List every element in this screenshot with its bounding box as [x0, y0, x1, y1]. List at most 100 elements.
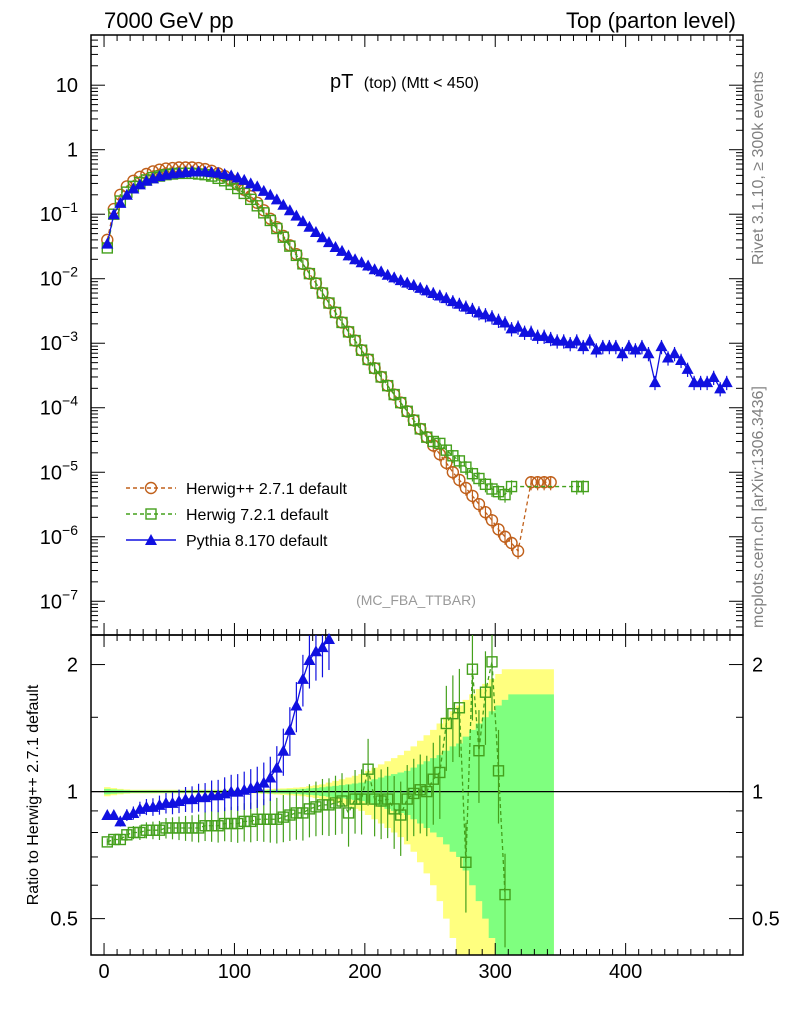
main-pythia-point [238, 173, 251, 185]
x-tick-label: 0 [98, 961, 109, 983]
legend-marker [145, 508, 157, 520]
main-herwig-point [511, 544, 525, 558]
legend-label: Herwig++ 2.7.1 default [186, 481, 348, 498]
main-herwig-point [505, 536, 518, 550]
plot-title: pT (top) (Mtt < 450) [330, 71, 479, 93]
ratio-herwig-point [375, 795, 387, 807]
main-herwig-point [414, 423, 426, 435]
ratio-y-tick-label-right: 2 [752, 655, 763, 677]
ratio-herwig-point [212, 820, 224, 832]
ratio-y-tick-label: 0.5 [50, 909, 78, 931]
legend-marker [144, 481, 158, 495]
main-pythia-point [349, 253, 362, 265]
main-herwig-point [460, 461, 472, 473]
x-tick-label: 400 [609, 961, 642, 983]
ratio-herwig-point [421, 785, 433, 798]
ratio-herwig-point [271, 813, 283, 825]
main-herwig-point [342, 326, 355, 338]
ratio-y-tick-label-right: 0.5 [752, 909, 780, 931]
main-pythia-point [257, 184, 270, 196]
main-herwig-point [571, 480, 583, 493]
main-herwig-point [349, 334, 361, 347]
ratio-herwig-point [408, 787, 420, 800]
ratio-herwig-point [245, 815, 257, 828]
main-pythia-point [101, 237, 114, 249]
main-herwig-point [381, 379, 394, 392]
main-pythia-point [381, 268, 394, 280]
ratio-herwig-point [153, 824, 166, 836]
ratio-herwig-point [368, 793, 381, 805]
legend: Herwig++ 2.7.1 default Herwig 7.2.1 defau… [126, 481, 348, 550]
main-herwig-point [336, 316, 348, 329]
main-herwig-point [427, 435, 439, 448]
x-tick-label: 100 [218, 961, 251, 983]
main-pythia-point [453, 297, 466, 309]
main-pythia-point [629, 343, 642, 355]
main-herwig-point [453, 455, 466, 467]
main-herwig-point [473, 472, 485, 485]
ratio-herwig-point [323, 799, 335, 811]
ratio-pythia-point [277, 744, 290, 756]
main-pythia-point [459, 300, 472, 312]
ratio-herwig-point [499, 888, 511, 901]
ratio-herwig-point [440, 717, 453, 730]
main-pythia-point [244, 177, 257, 189]
main-pythia-point [225, 169, 238, 181]
main-herwig-point [466, 489, 479, 503]
main-herwig-point [453, 473, 466, 487]
ratio-pythia-point [127, 806, 140, 818]
main-herwig-point [401, 405, 413, 418]
y-tick-label: 1 [67, 140, 78, 162]
main-pythia-point [277, 198, 290, 210]
main-herwig-point [492, 523, 505, 536]
ratio-herwig-point [414, 784, 426, 796]
main-herwig-point [479, 506, 492, 519]
ratio-herwig-point [453, 702, 466, 714]
rivet-label: Rivet 3.1.10, ≥ 300k events [750, 71, 767, 265]
main-pythia-point [668, 347, 681, 359]
ratio-herwig-point [388, 803, 400, 815]
main-pythia-point [707, 370, 720, 382]
ratio-herwig-point [258, 813, 270, 825]
main-pythia-point [577, 340, 590, 352]
main-herwig-point [472, 497, 486, 511]
y-tick-label: 10−3 [40, 328, 78, 355]
ratio-herwig-point [466, 663, 479, 675]
ratio-herwig-point [147, 824, 159, 836]
y-tick-label: 10−2 [40, 264, 78, 291]
main-pythia-point [440, 292, 453, 304]
main-herwig-point [524, 476, 538, 489]
ratio-herwig-point [277, 811, 290, 823]
ratio-herwig-point [329, 797, 342, 809]
main-pythia-point [342, 249, 355, 261]
main-herwig-point [297, 258, 309, 270]
ratio-herwig-point [186, 822, 198, 834]
main-herwig-point [531, 476, 544, 489]
ratio-herwig-point [460, 856, 472, 868]
main-pythia-point [231, 171, 244, 183]
uncertainty-band-yellow [104, 669, 554, 955]
ratio-herwig-point [316, 799, 329, 811]
ratio-herwig-point [362, 763, 374, 775]
y-tick-label: 10 [56, 75, 78, 97]
main-herwig-point [258, 207, 270, 219]
main-pythia-point [375, 265, 388, 277]
ratio-herwig-point [199, 820, 211, 832]
main-pythia-point [329, 241, 342, 253]
ratio-herwig-point [127, 826, 140, 839]
ratio-herwig-point [434, 766, 446, 779]
ratio-herwig-point [225, 817, 237, 830]
main-herwig-point [284, 240, 296, 252]
main-pythia-point [296, 215, 309, 227]
main-herwig-point [310, 277, 322, 289]
main-herwig-point [498, 530, 512, 543]
main-herwig-point [329, 306, 342, 319]
main-pythia-point [642, 347, 655, 359]
main-pythia-point [107, 208, 120, 220]
main-pythia-point [283, 204, 296, 216]
ratio-herwig-point [427, 773, 439, 785]
ratio-y-tick-label: 1 [67, 782, 78, 804]
main-herwig-point [446, 466, 460, 479]
x-tick-label: 300 [479, 961, 512, 983]
main-pythia-point [407, 278, 420, 290]
